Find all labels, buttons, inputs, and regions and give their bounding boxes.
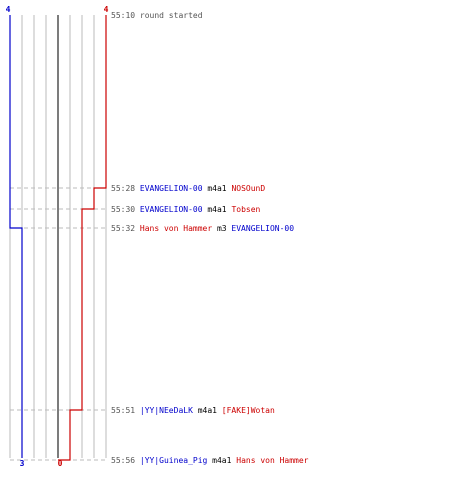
- team-b-score-line: [58, 15, 107, 461]
- player-name: Hans von Hammer: [135, 224, 212, 233]
- event-text: round started: [135, 11, 203, 20]
- event-time: 55:32: [111, 224, 135, 233]
- player-name: Hans von Hammer: [231, 456, 308, 465]
- event-row-5: 55:56 |YY|Guinea_Pig m4a1 Hans von Hamme…: [111, 456, 309, 465]
- player-name: Tobsen: [227, 205, 261, 214]
- player-name: EVANGELION-00: [135, 205, 203, 214]
- event-row-3: 55:32 Hans von Hammer m3 EVANGELION-00: [111, 224, 294, 233]
- event-row-0: 55:10 round started: [111, 11, 203, 20]
- event-row-2: 55:30 EVANGELION-00 m4a1 Tobsen: [111, 205, 261, 214]
- player-name: EVANGELION-00: [135, 184, 203, 193]
- weapon-name: m4a1: [193, 406, 217, 415]
- event-time: 55:30: [111, 205, 135, 214]
- weapon-name: m3: [212, 224, 227, 233]
- weapon-name: m4a1: [203, 205, 227, 214]
- event-row-1: 55:28 EVANGELION-00 m4a1 NOSOunD: [111, 184, 265, 193]
- weapon-name: m4a1: [203, 184, 227, 193]
- player-name: [FAKE]Wotan: [217, 406, 275, 415]
- event-time: 55:56: [111, 456, 135, 465]
- event-time: 55:51: [111, 406, 135, 415]
- player-name: |YY|Guinea_Pig: [135, 456, 207, 465]
- team-a-start-score: 4: [6, 5, 11, 14]
- team-b-start-score: 4: [104, 5, 109, 14]
- player-name: |YY|NEeDaLK: [135, 406, 193, 415]
- team-a-end-score: 3: [20, 459, 25, 468]
- event-time: 55:10: [111, 11, 135, 20]
- weapon-name: m4a1: [207, 456, 231, 465]
- event-row-4: 55:51 |YY|NEeDaLK m4a1 [FAKE]Wotan: [111, 406, 275, 415]
- team-a-score-line: [9, 15, 23, 458]
- player-name: EVANGELION-00: [227, 224, 295, 233]
- player-name: NOSOunD: [227, 184, 266, 193]
- event-time: 55:28: [111, 184, 135, 193]
- team-b-end-score: 0: [58, 459, 63, 468]
